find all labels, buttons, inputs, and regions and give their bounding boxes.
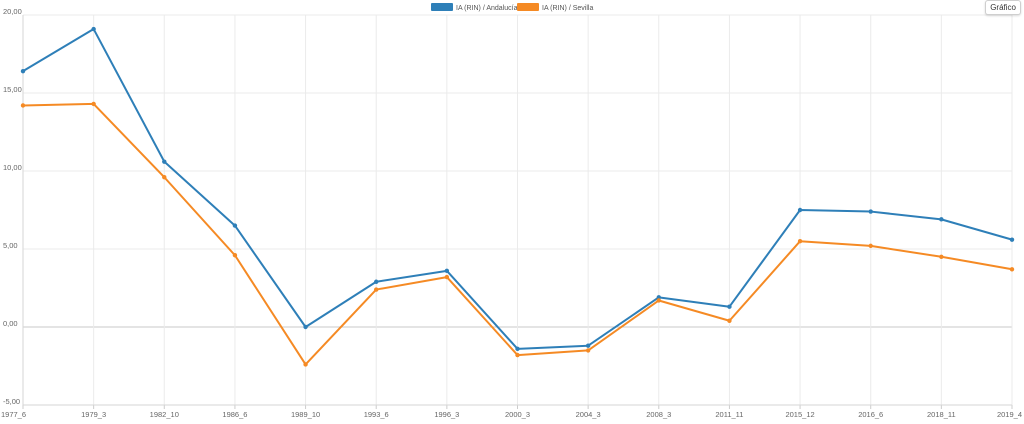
data-point[interactable] [656, 298, 661, 303]
x-tick-label: 2004_3 [576, 410, 601, 419]
y-tick-label: 20,00 [3, 7, 22, 16]
x-tick-label: 2018_11 [927, 410, 956, 419]
x-tick-label: 1979_3 [81, 410, 106, 419]
x-tick-label: 2011_11 [715, 410, 743, 419]
data-point[interactable] [162, 159, 167, 164]
data-point[interactable] [868, 209, 873, 214]
data-point[interactable] [232, 223, 238, 228]
data-point[interactable] [727, 304, 732, 309]
legend-swatch [431, 3, 453, 11]
data-point[interactable] [515, 352, 520, 358]
legend-label: IA (RIN) / Sevilla [542, 5, 593, 12]
y-tick-label: 15,00 [3, 85, 22, 94]
data-point[interactable] [797, 207, 803, 213]
x-tick-label: 2015_12 [785, 410, 814, 419]
y-tick-label: 10,00 [3, 163, 22, 172]
data-point[interactable] [20, 68, 26, 74]
x-tick-label: 2008_3 [646, 410, 671, 419]
data-point[interactable] [585, 343, 591, 348]
data-point[interactable] [232, 253, 238, 258]
data-point[interactable] [939, 217, 944, 222]
x-tick-label: 1977_6 [1, 410, 26, 419]
data-point[interactable] [939, 254, 944, 259]
chart-menu-button[interactable]: Gráfico [985, 0, 1021, 15]
data-point[interactable] [1009, 267, 1015, 272]
chart-axes: 20,00 15,00 10,00 5,00 0,00 -5,00 1977_6 1979_3… [1, 7, 1022, 419]
data-point[interactable] [303, 362, 308, 367]
data-point[interactable] [515, 346, 520, 352]
y-tick-label: 0,00 [3, 319, 18, 328]
legend-item-2[interactable]: IA (RIN) / Sevilla [517, 3, 593, 12]
data-point[interactable] [91, 26, 96, 32]
x-tick-label: 1982_10 [150, 410, 179, 419]
data-point[interactable] [727, 318, 732, 323]
legend-swatch [517, 3, 539, 11]
data-point[interactable] [444, 274, 450, 280]
chart-series [20, 26, 1015, 367]
data-point[interactable] [868, 243, 873, 249]
x-tick-label: 1986_6 [222, 410, 247, 419]
x-tick-label: 1989_10 [291, 410, 320, 419]
chart-grid [22, 14, 1013, 406]
legend-label: IA (RIN) / Andalucía [456, 5, 518, 12]
y-tick-label: -5,00 [3, 397, 20, 406]
data-point[interactable] [444, 268, 450, 274]
data-point[interactable] [1009, 237, 1015, 242]
data-point[interactable] [162, 175, 167, 180]
x-tick-label: 1996_3 [434, 410, 459, 419]
data-point[interactable] [797, 239, 803, 244]
data-point[interactable] [374, 287, 379, 292]
data-point[interactable] [374, 279, 379, 284]
chart-legend[interactable]: IA (RIN) / Andalucía IA (RIN) / Sevilla [431, 3, 593, 12]
x-tick-label: 2019_4 [997, 410, 1022, 419]
data-point[interactable] [91, 101, 96, 107]
x-tick-label: 2016_6 [858, 410, 883, 419]
x-tick-label: 1993_6 [364, 410, 389, 419]
data-point[interactable] [585, 348, 591, 353]
legend-item-1[interactable]: IA (RIN) / Andalucía [431, 3, 518, 12]
data-point[interactable] [20, 103, 26, 108]
x-tick-label: 2000_3 [505, 410, 530, 419]
data-point[interactable] [303, 324, 308, 330]
y-tick-label: 5,00 [3, 241, 18, 250]
data-point[interactable] [656, 295, 661, 300]
